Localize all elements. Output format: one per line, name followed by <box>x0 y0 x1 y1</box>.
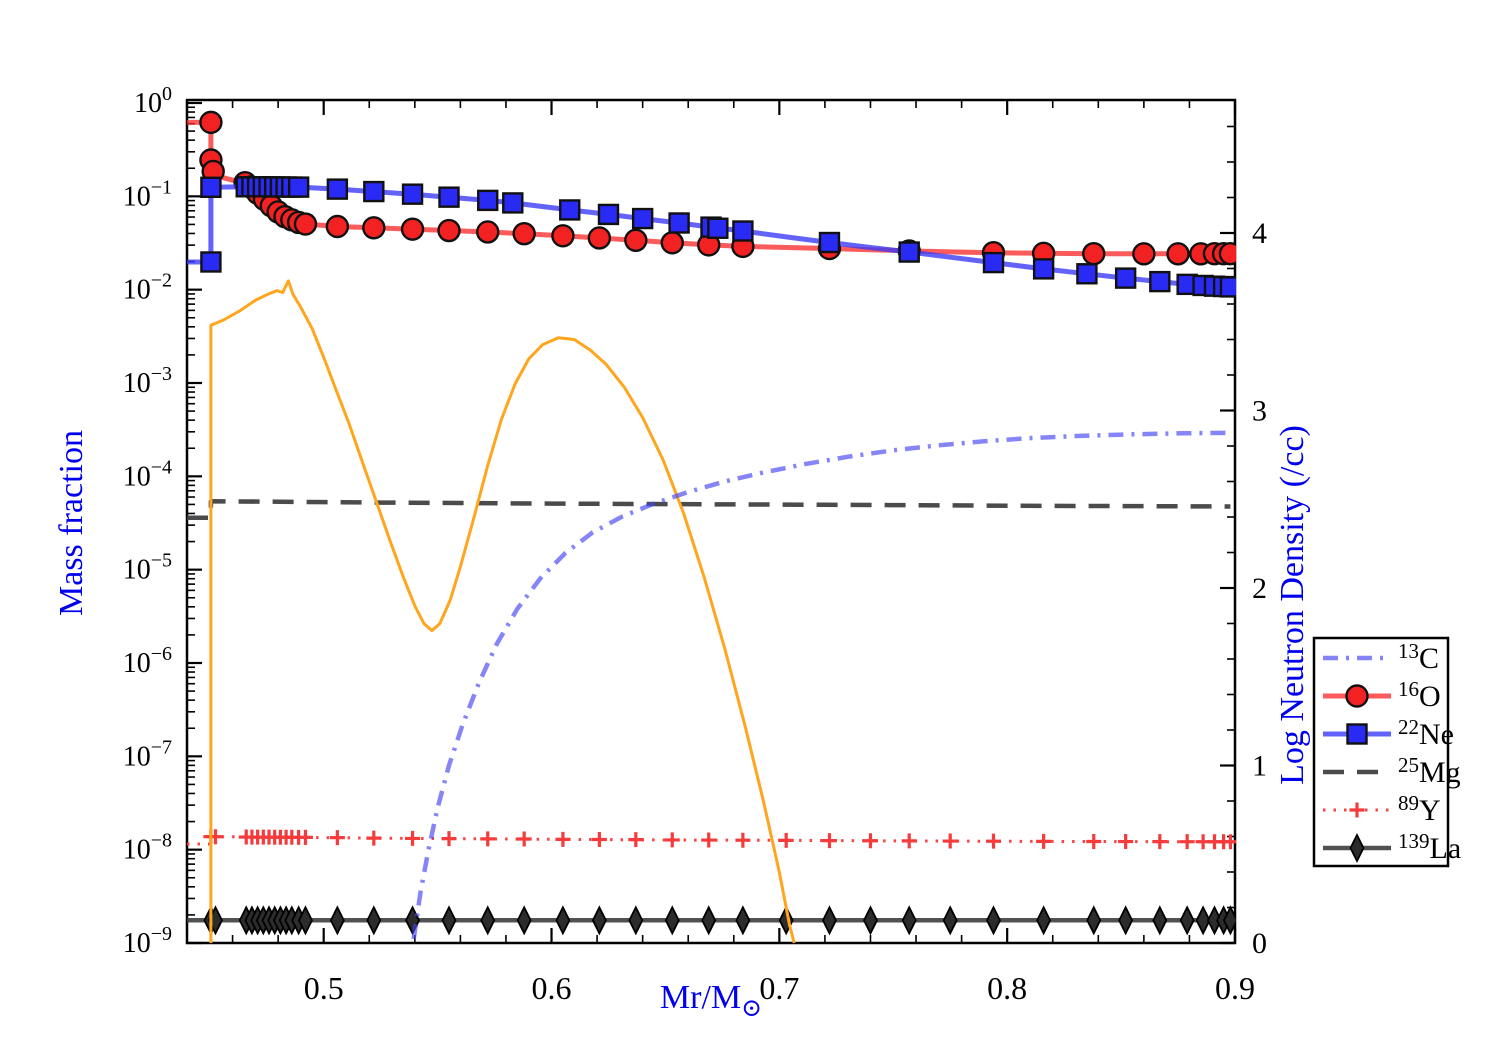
legend-box <box>1312 636 1450 868</box>
legend-item-o16: 16O <box>1323 677 1441 713</box>
y-right-tick-label: 2 <box>1252 572 1267 605</box>
x-tick-labels: 0.5 0.6 0.7 0.8 0.9 <box>304 970 1255 1006</box>
legend-item-y89: 89Y <box>1323 791 1441 827</box>
right-axis-title: Log Neutron Density (/cc) <box>1274 425 1311 785</box>
legend-item-la139: 139La <box>1323 829 1461 865</box>
legend-item-ne22: 22Ne <box>1323 715 1454 751</box>
y-left-tick-label: 10−3 <box>123 363 172 399</box>
y-right-tick-label: 4 <box>1252 217 1267 250</box>
legend-label: 89Y <box>1398 791 1441 827</box>
y-left-tick-label: 10−1 <box>123 176 172 212</box>
y-left-tick-label: 10−4 <box>123 456 172 492</box>
left-axis-title: Mass fraction <box>53 430 90 616</box>
legend-label: 13C <box>1398 639 1439 675</box>
y-left-tick-label: 10−6 <box>123 643 172 679</box>
y-left-tick-label: 100 <box>134 83 172 119</box>
legend-label: 139La <box>1398 829 1461 865</box>
y-right-tick-label: 1 <box>1252 750 1267 783</box>
y-left-tick-label: 10−5 <box>123 550 172 586</box>
legend-label: 25Mg <box>1398 753 1461 789</box>
y-left-tick-label: 10−2 <box>123 270 172 306</box>
left-axis-ticks <box>187 101 202 945</box>
series-ne22 <box>187 176 1236 298</box>
right-tick-labels: 0 1 2 3 4 <box>1252 217 1267 960</box>
legend-item-c13: 13C <box>1323 639 1439 675</box>
y-left-tick-label: 10−8 <box>123 830 172 866</box>
x-tick-label: 0.6 <box>532 970 572 1006</box>
left-tick-labels: 100 10−1 10−2 10−3 10−4 10−5 10−6 10−7 10−8 10−9 <box>123 83 172 959</box>
series-neutron <box>209 279 796 944</box>
legend-label: 22Ne <box>1398 715 1454 751</box>
series-la139 <box>187 905 1236 936</box>
x-tick-label: 0.9 <box>1215 970 1255 1006</box>
x-axis-ticks <box>231 100 1237 943</box>
y-left-tick-label: 10−7 <box>123 736 172 772</box>
x-tick-label: 0.7 <box>759 970 799 1006</box>
y-left-tick-label: 10−9 <box>123 923 172 959</box>
series-y89 <box>187 829 1236 850</box>
x-tick-label: 0.5 <box>304 970 344 1006</box>
y-right-tick-label: 3 <box>1252 395 1267 428</box>
x-tick-label: 0.8 <box>987 970 1027 1006</box>
series-mg25 <box>187 499 1231 520</box>
plot-frame <box>185 98 1237 945</box>
legend-item-mg25: 25Mg <box>1323 753 1461 789</box>
legend-label: 16O <box>1398 677 1441 713</box>
right-axis-ticks <box>1220 125 1235 945</box>
y-right-tick-label: 0 <box>1252 927 1267 960</box>
x-axis-title: Mr/M⊙ <box>660 979 762 1022</box>
series-c13 <box>411 430 1231 940</box>
